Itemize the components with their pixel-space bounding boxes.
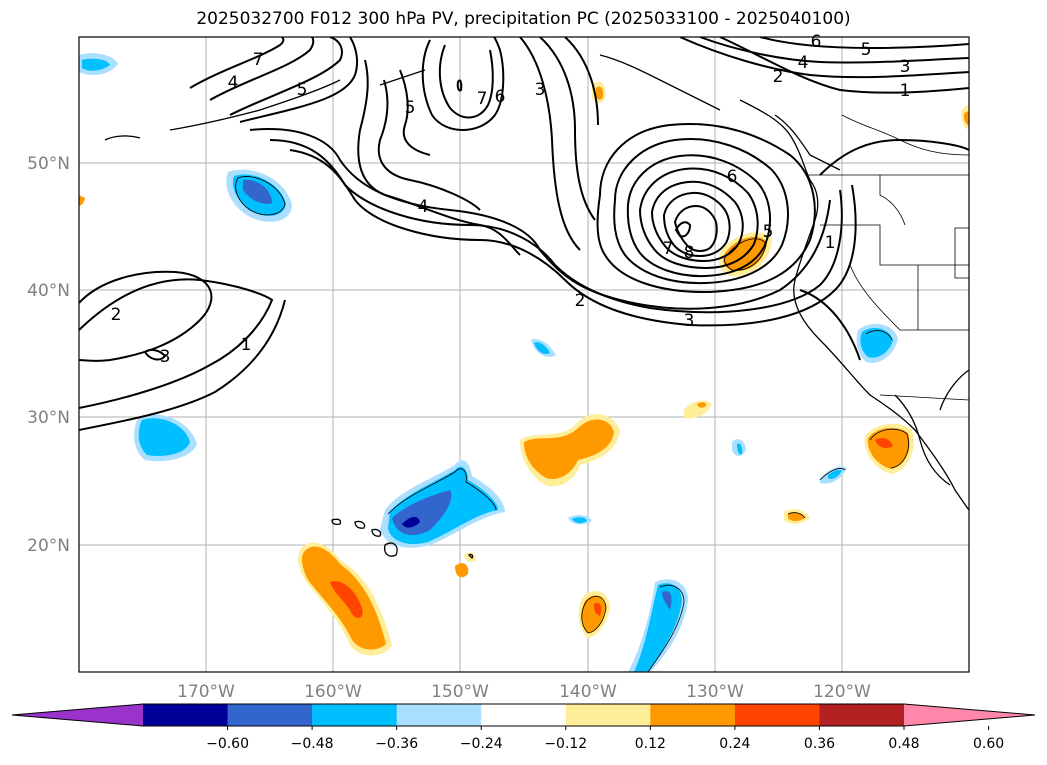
lon-label: 130°W: [686, 682, 744, 702]
colorbar-segment: [312, 704, 398, 726]
state-borders: [808, 114, 969, 401]
pv-contour-label: 6: [495, 87, 506, 107]
colorbar-tick-label: 0.24: [719, 736, 750, 752]
pv-contour-label: 7: [663, 239, 674, 259]
lon-label: 170°W: [177, 682, 235, 702]
pv-contour-label: 6: [727, 167, 738, 187]
colorbar: −0.60 −0.48 −0.36 −0.24 −0.12 0.12 0.24 0.36 0.4…: [11, 703, 1036, 752]
pv-contour-label: 3: [900, 57, 911, 77]
pv-contour-label: 6: [811, 32, 822, 52]
pv-contours: [79, 37, 969, 431]
map-border: [78, 36, 970, 673]
colorbar-tick-label: 0.36: [804, 736, 835, 752]
lon-label: 160°W: [304, 682, 362, 702]
colorbar-tick-label: 0.12: [635, 736, 666, 752]
colorbar-extend-left: [12, 704, 143, 726]
pv-contour-label: 5: [297, 80, 308, 100]
pv-contour-label: 1: [900, 81, 911, 101]
pv-contour-label: 4: [418, 197, 429, 217]
lat-label: 50°N: [27, 154, 70, 174]
pv-contour-label: 8: [684, 243, 695, 263]
lon-label: 150°W: [431, 682, 489, 702]
lat-label: 20°N: [27, 536, 70, 556]
pv-contour-label: 5: [405, 98, 416, 118]
pv-contour-label: 5: [763, 222, 774, 242]
pv-contour-label: 3: [684, 311, 695, 331]
precip-contour-outlines: [235, 176, 909, 672]
pv-contour-label: 7: [477, 89, 488, 109]
colorbar-tick-label: 0.48: [888, 736, 919, 752]
colorbar-outline: [11, 703, 1036, 727]
pv-contour-label: 2: [773, 67, 784, 87]
lat-label: 40°N: [27, 281, 70, 301]
colorbar-tick-label: −0.12: [544, 736, 587, 752]
colorbar-segment: [227, 704, 313, 726]
colorbar-segment: [734, 704, 820, 726]
precipitation-shading: [79, 53, 969, 672]
pv-contour-label: 1: [241, 335, 252, 355]
colorbar-extend-right: [904, 704, 1035, 726]
pv-contour-label: 4: [228, 73, 239, 93]
lon-label: 120°W: [813, 682, 871, 702]
colorbar-segment: [565, 704, 651, 726]
map-frame: [79, 37, 969, 672]
pv-contour-label: 2: [575, 291, 586, 311]
colorbar-segment: [143, 704, 229, 726]
coastlines: [104, 54, 969, 559]
colorbar-tick-label: −0.24: [460, 736, 503, 752]
pv-contour-label: 2: [111, 305, 122, 325]
lat-label: 30°N: [27, 408, 70, 428]
pv-contour-label: 7: [253, 50, 264, 70]
colorbar-segment: [481, 704, 567, 726]
colorbar-segment: [650, 704, 736, 726]
pv-contour-label: 1: [825, 233, 836, 253]
colorbar-tick-label: −0.36: [375, 736, 418, 752]
colorbar-tick-label: −0.48: [291, 736, 334, 752]
map-title: 2025032700 F012 300 hPa PV, precipitatio…: [196, 9, 851, 29]
colorbar-segment: [819, 704, 905, 726]
pv-contour-label: 3: [160, 347, 171, 367]
colorbar-tick-label: −0.60: [206, 736, 249, 752]
pv-contour-label: 3: [535, 80, 546, 100]
pv-contour-label: 4: [798, 53, 809, 73]
colorbar-segment: [396, 704, 482, 726]
colorbar-tick-label: 0.60: [973, 736, 1004, 752]
lon-label: 140°W: [559, 682, 617, 702]
pv-contour-label: 5: [861, 40, 872, 60]
pv-contour-label-group: 7 4 5 5 7 6 3 6 5 4 3 2 1 4 6 5 1 8 7 2 …: [111, 32, 911, 367]
